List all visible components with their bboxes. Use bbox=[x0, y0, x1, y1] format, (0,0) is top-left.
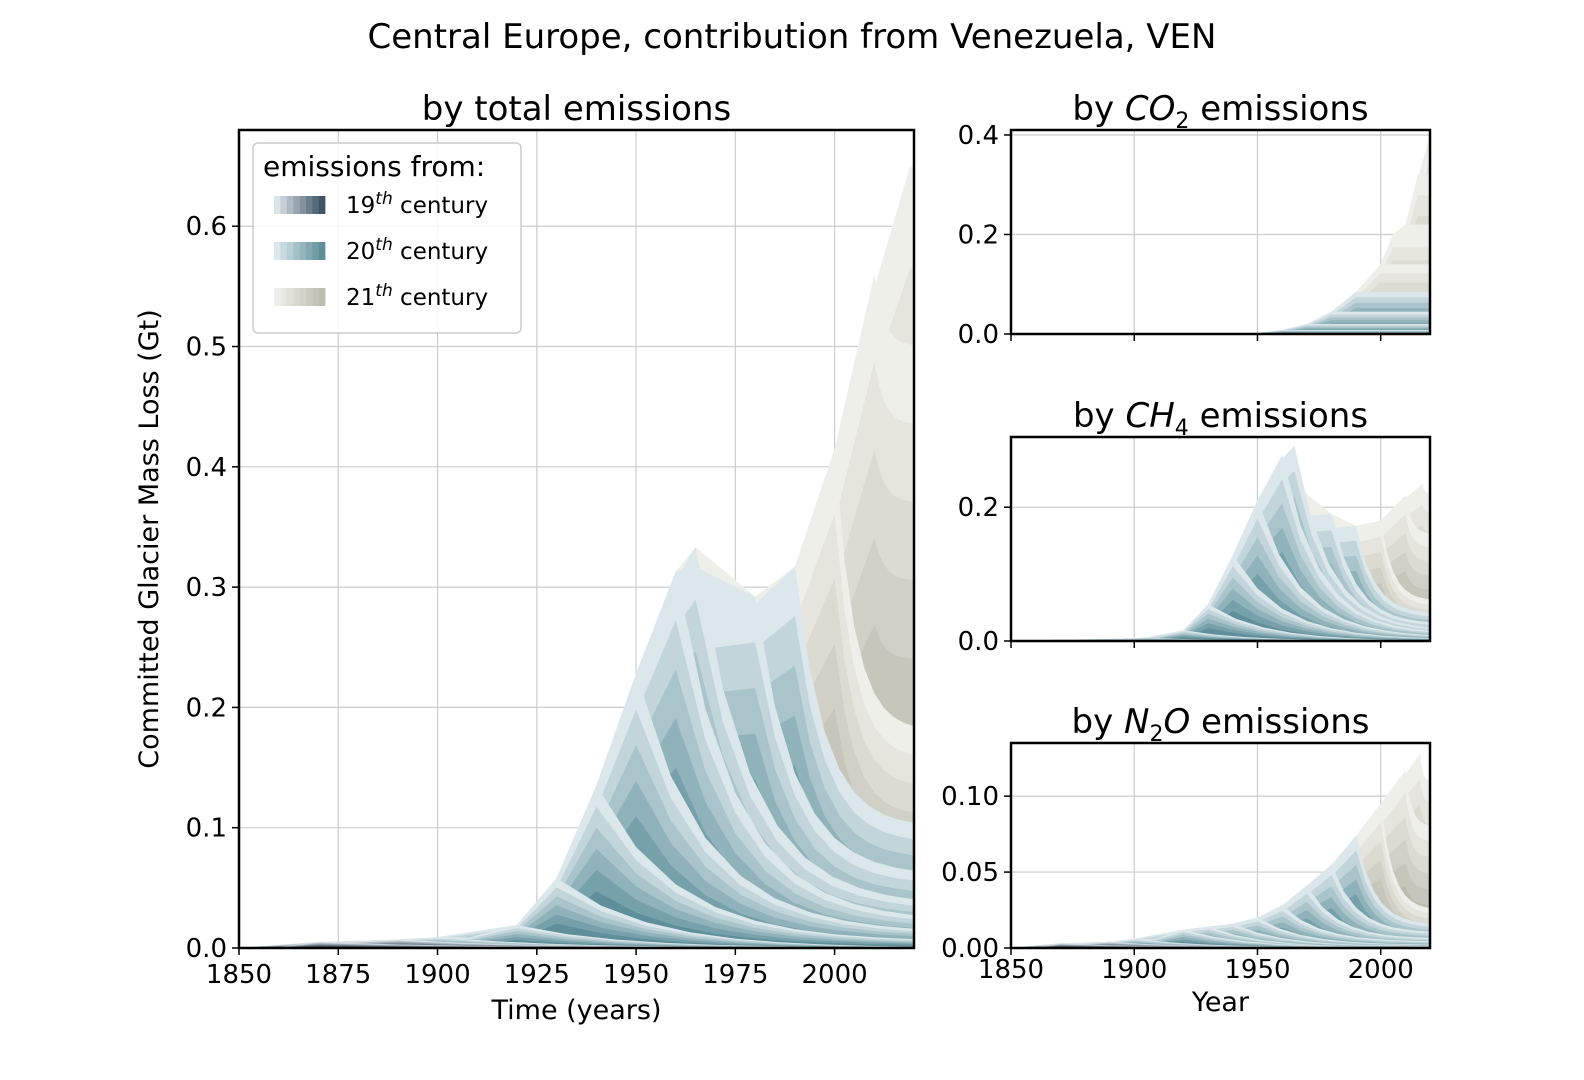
y-tick-label: 0.4 bbox=[958, 121, 999, 151]
x-tick-label: 1875 bbox=[305, 960, 371, 990]
y-tick-label: 0.3 bbox=[186, 573, 227, 603]
ridge-layer bbox=[1011, 631, 1430, 641]
legend-swatch bbox=[318, 288, 326, 306]
x-axis-label: Year bbox=[1191, 987, 1250, 1018]
legend-swatch bbox=[293, 242, 300, 260]
legend-label: 19th century bbox=[346, 189, 488, 219]
x-tick-label: 1925 bbox=[504, 960, 570, 990]
legend-swatch bbox=[280, 196, 287, 214]
legend-swatch bbox=[299, 242, 307, 260]
x-tick-label: 1900 bbox=[404, 960, 470, 990]
y-tick-label: 0.4 bbox=[186, 453, 227, 483]
y-tick-label: 0.05 bbox=[941, 858, 999, 888]
legend-swatch bbox=[318, 242, 326, 260]
x-tick-label: 1950 bbox=[603, 960, 669, 990]
y-axis-label: Committed Glacier Mass Loss (Gt) bbox=[134, 309, 165, 769]
ridge-layer bbox=[239, 709, 914, 948]
gridlines bbox=[238, 130, 914, 949]
legend-swatch bbox=[299, 196, 307, 214]
x-tick-label: 2000 bbox=[1348, 955, 1414, 985]
panel-title: by N2O emissions bbox=[1072, 702, 1370, 747]
legend-swatch bbox=[306, 196, 313, 214]
legend-swatch bbox=[318, 196, 326, 214]
legend-swatch bbox=[312, 242, 319, 260]
figure-title: Central Europe, contribution from Venezu… bbox=[368, 17, 1217, 57]
ridge-layer bbox=[239, 745, 914, 948]
ridge-layer bbox=[1011, 637, 1430, 641]
panel-ch4-emissions: 0.0 0.2 by CH4 emissions bbox=[958, 396, 1432, 657]
x-tick-label: 1975 bbox=[702, 960, 768, 990]
legend-entry-19: 19th century bbox=[274, 189, 488, 219]
area-series bbox=[1011, 445, 1430, 641]
legend-entry-20: 20th century bbox=[274, 235, 488, 265]
panel-n2o-emissions: 1850 1900 1950 2000 0.00 0.05 0.10 by N2O emiss… bbox=[941, 702, 1432, 1018]
ridge-band-1920 bbox=[1011, 630, 1430, 641]
y-tick-label: 0.2 bbox=[958, 493, 999, 523]
x-tick-label: 1950 bbox=[1224, 955, 1290, 985]
legend-swatch bbox=[306, 242, 313, 260]
ridge-layer bbox=[1011, 630, 1430, 641]
legend-swatch bbox=[312, 288, 319, 306]
x-tick-label: 1850 bbox=[206, 960, 272, 990]
axes-frame bbox=[1009, 435, 1432, 643]
axes-frame bbox=[237, 128, 916, 950]
x-tick-label: 1850 bbox=[978, 955, 1044, 985]
legend-swatch bbox=[306, 288, 313, 306]
ridge-layer bbox=[239, 780, 914, 948]
legend-swatch bbox=[293, 288, 300, 306]
legend-swatch bbox=[280, 288, 287, 306]
legend-swatch bbox=[274, 196, 281, 214]
legend-swatch bbox=[299, 288, 307, 306]
panel-total-emissions: 1850 1875 1900 1925 1950 1975 2000 0.0 0.1 0.2 0.3… bbox=[134, 89, 916, 1026]
y-tick-label: 0.2 bbox=[958, 220, 999, 250]
legend-swatch bbox=[274, 242, 281, 260]
ridge-band-1930 bbox=[1011, 604, 1430, 641]
y-tick-label: 0.10 bbox=[941, 782, 999, 812]
legend-swatch bbox=[274, 288, 281, 306]
legend-title: emissions from: bbox=[263, 150, 485, 183]
legend: emissions from: 19th century 20th century… bbox=[252, 142, 522, 334]
ridge-layer bbox=[1011, 628, 1430, 641]
y-tick-label: 0.1 bbox=[186, 814, 227, 844]
legend-label: 21th century bbox=[346, 281, 488, 311]
x-tick-label: 2000 bbox=[802, 960, 868, 990]
legend-swatch bbox=[286, 196, 294, 214]
x-axis-label: Time (years) bbox=[490, 995, 661, 1026]
legend-frame bbox=[252, 142, 522, 334]
y-tick-label: 0.00 bbox=[941, 934, 999, 964]
panel-title: by CO2 emissions bbox=[1072, 89, 1368, 134]
legend-swatch bbox=[286, 242, 294, 260]
legend-swatch bbox=[312, 196, 319, 214]
y-tick-label: 0.5 bbox=[186, 333, 227, 363]
legend-swatch bbox=[293, 196, 300, 214]
ridge-layer bbox=[239, 816, 914, 948]
panel-co2-emissions: 0.0 0.2 0.4 by CO2 emissions bbox=[958, 89, 1432, 350]
legend-swatch bbox=[280, 242, 287, 260]
area-series bbox=[239, 166, 914, 948]
y-tick-label: 0.2 bbox=[186, 693, 227, 723]
y-tick-label: 0.6 bbox=[186, 212, 227, 242]
panel-title: by total emissions bbox=[422, 89, 732, 129]
panel-title: by CH4 emissions bbox=[1073, 396, 1368, 441]
y-tick-label: 0.0 bbox=[186, 934, 227, 964]
x-tick-label: 1900 bbox=[1101, 955, 1167, 985]
ridge-layer bbox=[1011, 633, 1430, 641]
ridge-layer bbox=[1011, 635, 1430, 641]
area-series bbox=[1011, 753, 1430, 948]
y-tick-label: 0.0 bbox=[958, 627, 999, 657]
legend-label: 20th century bbox=[346, 235, 488, 265]
axes-frame bbox=[1009, 741, 1432, 950]
axes-frame bbox=[1009, 128, 1432, 336]
ridge-layer bbox=[239, 673, 914, 948]
legend-entry-21: 21th century bbox=[274, 281, 488, 311]
ridge-layer bbox=[1011, 634, 1430, 641]
y-tick-label: 0.0 bbox=[958, 320, 999, 350]
legend-swatch bbox=[286, 288, 294, 306]
